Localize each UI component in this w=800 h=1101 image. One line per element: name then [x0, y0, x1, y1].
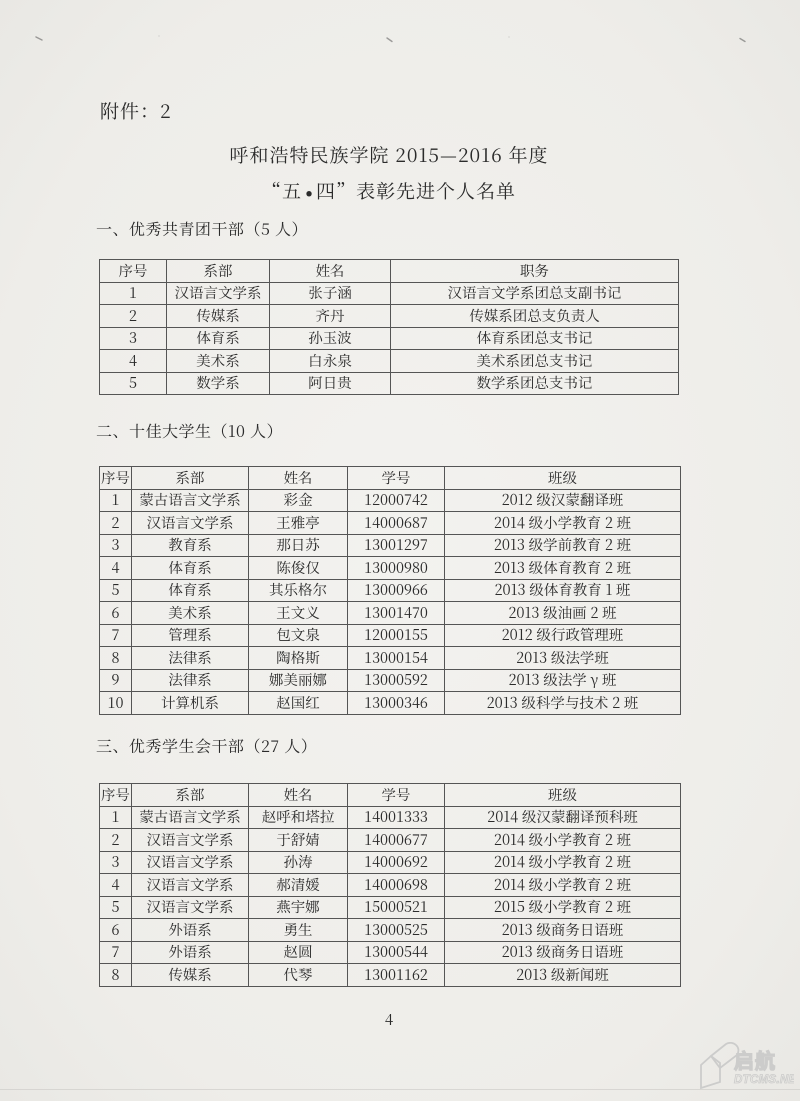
svg-text:启航: 启航	[734, 1049, 776, 1073]
svg-text:DTCMS.NET: DTCMS.NET	[734, 1074, 794, 1086]
